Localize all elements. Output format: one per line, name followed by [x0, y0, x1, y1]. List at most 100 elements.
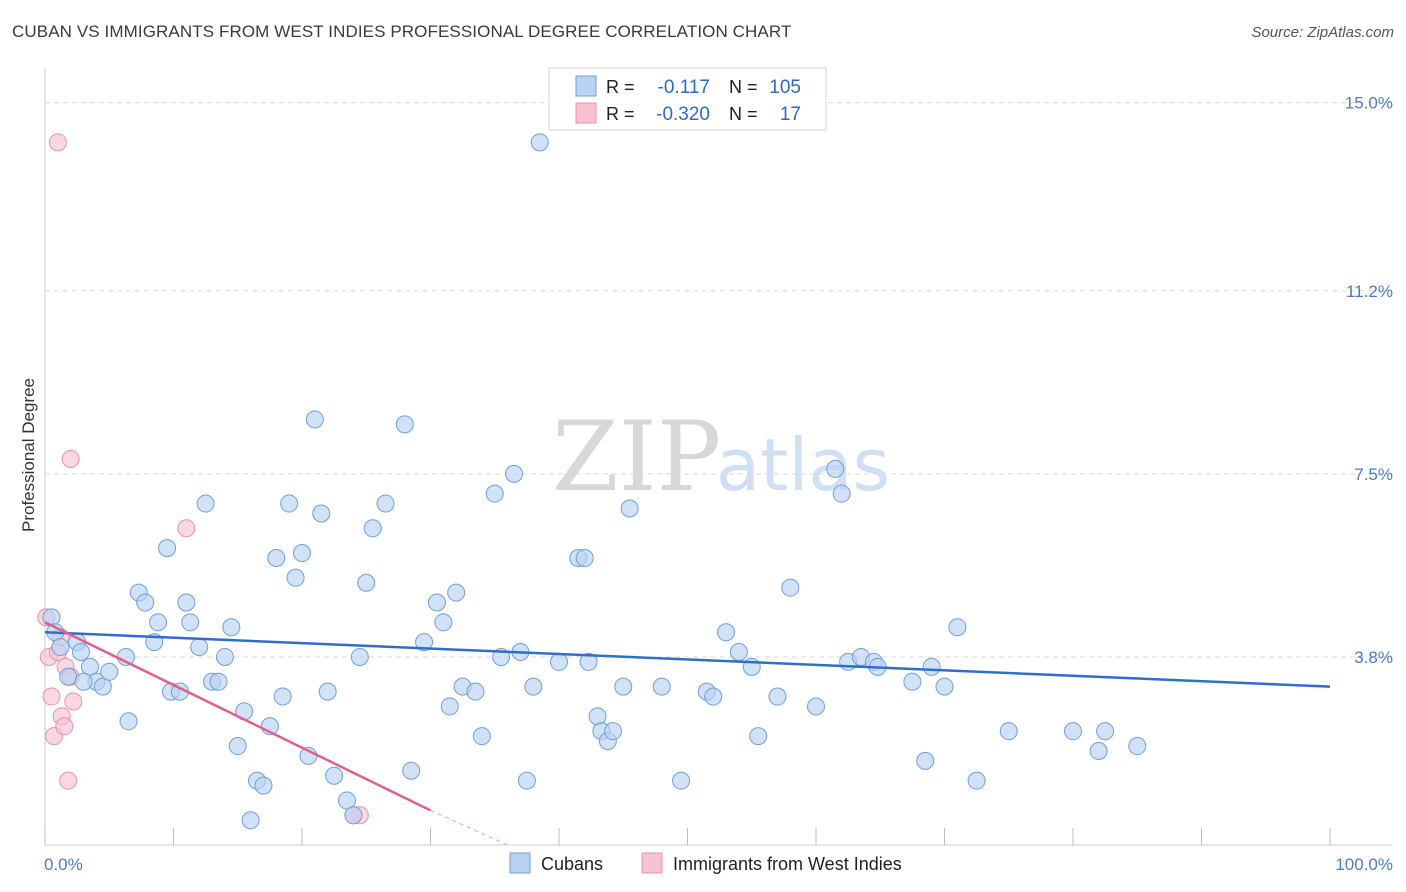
cuban-point: [415, 633, 434, 652]
cuban-point: [466, 682, 485, 701]
cuban-point: [228, 737, 247, 756]
cuban-point: [807, 697, 825, 716]
cuban-point: [337, 791, 356, 810]
cuban-point: [93, 677, 112, 696]
correlation-legend: R = -0.117 N = 105 R = -0.320 N = 17: [548, 67, 827, 131]
legend-r-value-west-indies: -0.320: [656, 104, 710, 125]
cuban-point: [177, 593, 196, 612]
axes: [44, 68, 1392, 846]
cuban-point: [935, 677, 954, 696]
cuban-point: [395, 415, 414, 434]
cuban-point: [620, 499, 639, 518]
cuban-point: [948, 618, 967, 637]
cuban-point: [149, 613, 168, 632]
series-legend: Cubans Immigrants from West Indies: [509, 852, 902, 874]
cuban-point: [158, 539, 177, 558]
cuban-point: [222, 618, 241, 637]
cuban-point: [427, 593, 446, 612]
bottom-legend-swatch-cubans[interactable]: [509, 852, 531, 874]
cuban-point: [575, 548, 594, 567]
cuban-point: [196, 494, 215, 513]
west-indies-trend-line: [44, 621, 432, 812]
cuban-point: [505, 464, 524, 483]
cuban-point: [280, 494, 299, 513]
bottom-legend-swatch-west-indies[interactable]: [641, 852, 663, 874]
cuban-point: [614, 677, 633, 696]
cuban-point: [717, 623, 736, 642]
cuban-point: [749, 727, 768, 746]
cuban-point: [967, 771, 986, 790]
cuban-point: [344, 806, 363, 825]
legend-n-label-cubans: N =: [729, 77, 758, 97]
chart-title: CUBAN VS IMMIGRANTS FROM WEST INDIES PRO…: [12, 22, 792, 41]
west-indies-points: [37, 133, 369, 825]
legend-swatch-west-indies: [575, 102, 597, 124]
cuban-point: [215, 647, 234, 666]
cuban-point: [267, 548, 286, 567]
cuban-point: [80, 657, 99, 676]
y-tick-label-3: 15.0%: [1345, 94, 1393, 113]
cuban-point: [832, 484, 851, 503]
cuban-point: [305, 410, 324, 429]
watermark: ZIP atlas: [552, 401, 890, 513]
cuban-point: [318, 682, 337, 701]
cuban-point: [119, 712, 138, 731]
x-tick-label-100: 100.0%: [1335, 855, 1393, 874]
cuban-point: [241, 811, 260, 830]
cuban-point: [704, 687, 723, 706]
cuban-point: [402, 761, 421, 780]
cuban-point: [71, 643, 90, 662]
y-tick-labels: 3.8% 7.5% 11.2% 15.0%: [1345, 94, 1393, 667]
cuban-point: [826, 459, 845, 478]
cuban-point: [434, 613, 453, 632]
cuban-point: [729, 643, 748, 662]
cuban-point: [1128, 737, 1147, 756]
cuban-point: [672, 771, 691, 790]
cuban-point: [136, 593, 155, 612]
cuban-point: [440, 697, 459, 716]
cuban-point: [1089, 741, 1108, 760]
cuban-point: [603, 722, 622, 741]
west-indies-point: [55, 717, 74, 736]
cuban-point: [530, 133, 549, 152]
cuban-point: [781, 578, 800, 597]
x-tick-label-0: 0.0%: [44, 855, 83, 874]
cubans-trend-line: [44, 630, 1331, 688]
west-indies-point: [42, 687, 61, 706]
cuban-point: [588, 707, 607, 726]
cuban-point: [181, 613, 200, 632]
cuban-point: [550, 652, 568, 671]
trend-lines: [44, 621, 1331, 846]
cuban-point: [312, 504, 331, 523]
y-tick-label-0: 3.8%: [1354, 648, 1393, 667]
gridlines: [45, 102, 1392, 658]
cuban-point: [350, 647, 369, 666]
cuban-point: [74, 672, 93, 691]
cuban-point: [517, 771, 536, 790]
cuban-point: [190, 638, 209, 657]
cuban-point: [293, 544, 311, 563]
bottom-legend-label-west-indies[interactable]: Immigrants from West Indies: [673, 854, 902, 874]
cuban-point: [903, 672, 922, 691]
cuban-point: [209, 672, 228, 691]
x-tick-labels: 0.0% 100.0%: [44, 855, 1393, 874]
bottom-legend-label-cubans[interactable]: Cubans: [541, 854, 603, 874]
cuban-point: [579, 652, 598, 671]
cuban-point: [357, 573, 376, 592]
watermark-atlas: atlas: [716, 423, 890, 507]
legend-n-label-west-indies: N =: [729, 104, 758, 124]
y-tick-label-2: 11.2%: [1346, 282, 1393, 301]
cuban-point: [916, 751, 935, 770]
watermark-zip: ZIP: [552, 401, 721, 513]
cuban-point: [524, 677, 543, 696]
cuban-point: [485, 484, 504, 503]
legend-n-value-cubans: 105: [769, 77, 801, 98]
cuban-point: [999, 722, 1018, 741]
west-indies-trend-extension: [430, 809, 508, 846]
cuban-point: [325, 766, 344, 785]
cuban-point: [922, 657, 941, 676]
cuban-point: [472, 727, 491, 746]
legend-r-label-west-indies: R =: [606, 104, 635, 124]
cuban-point: [254, 776, 273, 795]
